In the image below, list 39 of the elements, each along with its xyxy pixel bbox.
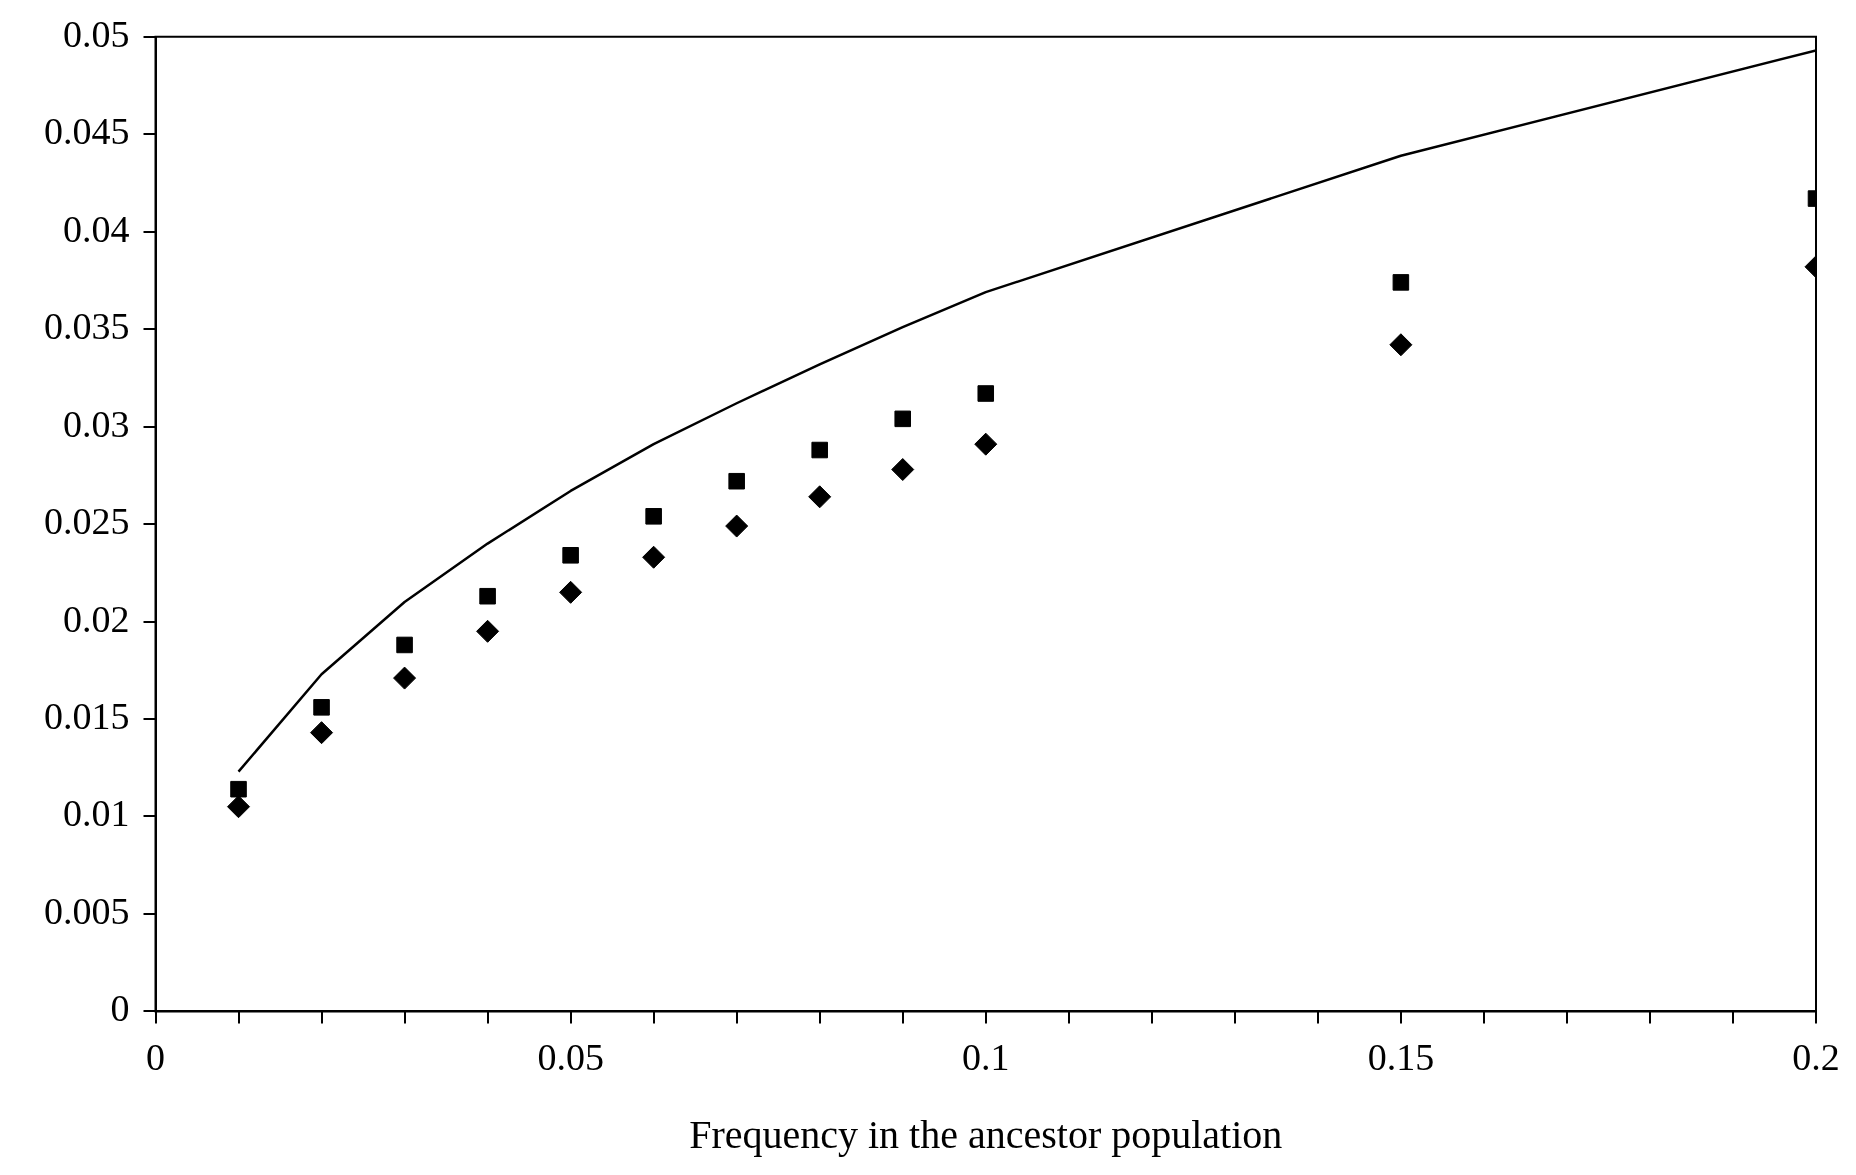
y-tick-label: 0.05 <box>63 12 130 55</box>
x-tick-label: 0 <box>146 1036 165 1079</box>
point <box>1392 274 1410 291</box>
x-axis-title: Frequency in the ancestor population <box>689 1111 1283 1157</box>
point <box>310 721 334 745</box>
point <box>808 485 832 509</box>
point <box>562 547 579 564</box>
point <box>974 432 998 456</box>
x-tick-label: 0.1 <box>962 1036 1010 1079</box>
point <box>725 514 749 538</box>
point <box>645 508 662 525</box>
point <box>396 636 413 654</box>
y-tick-label: 0.005 <box>44 889 130 932</box>
y-tick-label: 0.015 <box>44 695 130 737</box>
point <box>1389 333 1413 357</box>
point <box>476 619 500 643</box>
point <box>230 780 247 798</box>
point <box>393 666 417 690</box>
y-tick-label: 0.01 <box>63 792 130 835</box>
x-tick-label: 0.15 <box>1367 1036 1435 1079</box>
y-tick-label: 0.02 <box>63 597 130 640</box>
point <box>811 441 828 459</box>
point <box>891 458 915 482</box>
x-tick-label: 0.05 <box>537 1036 604 1079</box>
y-tick-label: 0.025 <box>44 500 130 543</box>
y-tick-label: 0.03 <box>63 402 130 445</box>
y-tick-label: 0.035 <box>44 305 130 348</box>
y-tick-label: 0 <box>110 987 130 1030</box>
point <box>479 587 496 605</box>
point <box>728 472 745 490</box>
point <box>559 580 583 604</box>
point <box>227 795 251 819</box>
y-tick-label: 0.045 <box>44 110 130 153</box>
x-tick-label: 0.2 <box>1792 1036 1840 1079</box>
point <box>977 385 995 402</box>
point <box>894 410 911 428</box>
point <box>313 699 330 716</box>
point <box>642 545 666 569</box>
y-tick-label: 0.04 <box>63 207 130 250</box>
